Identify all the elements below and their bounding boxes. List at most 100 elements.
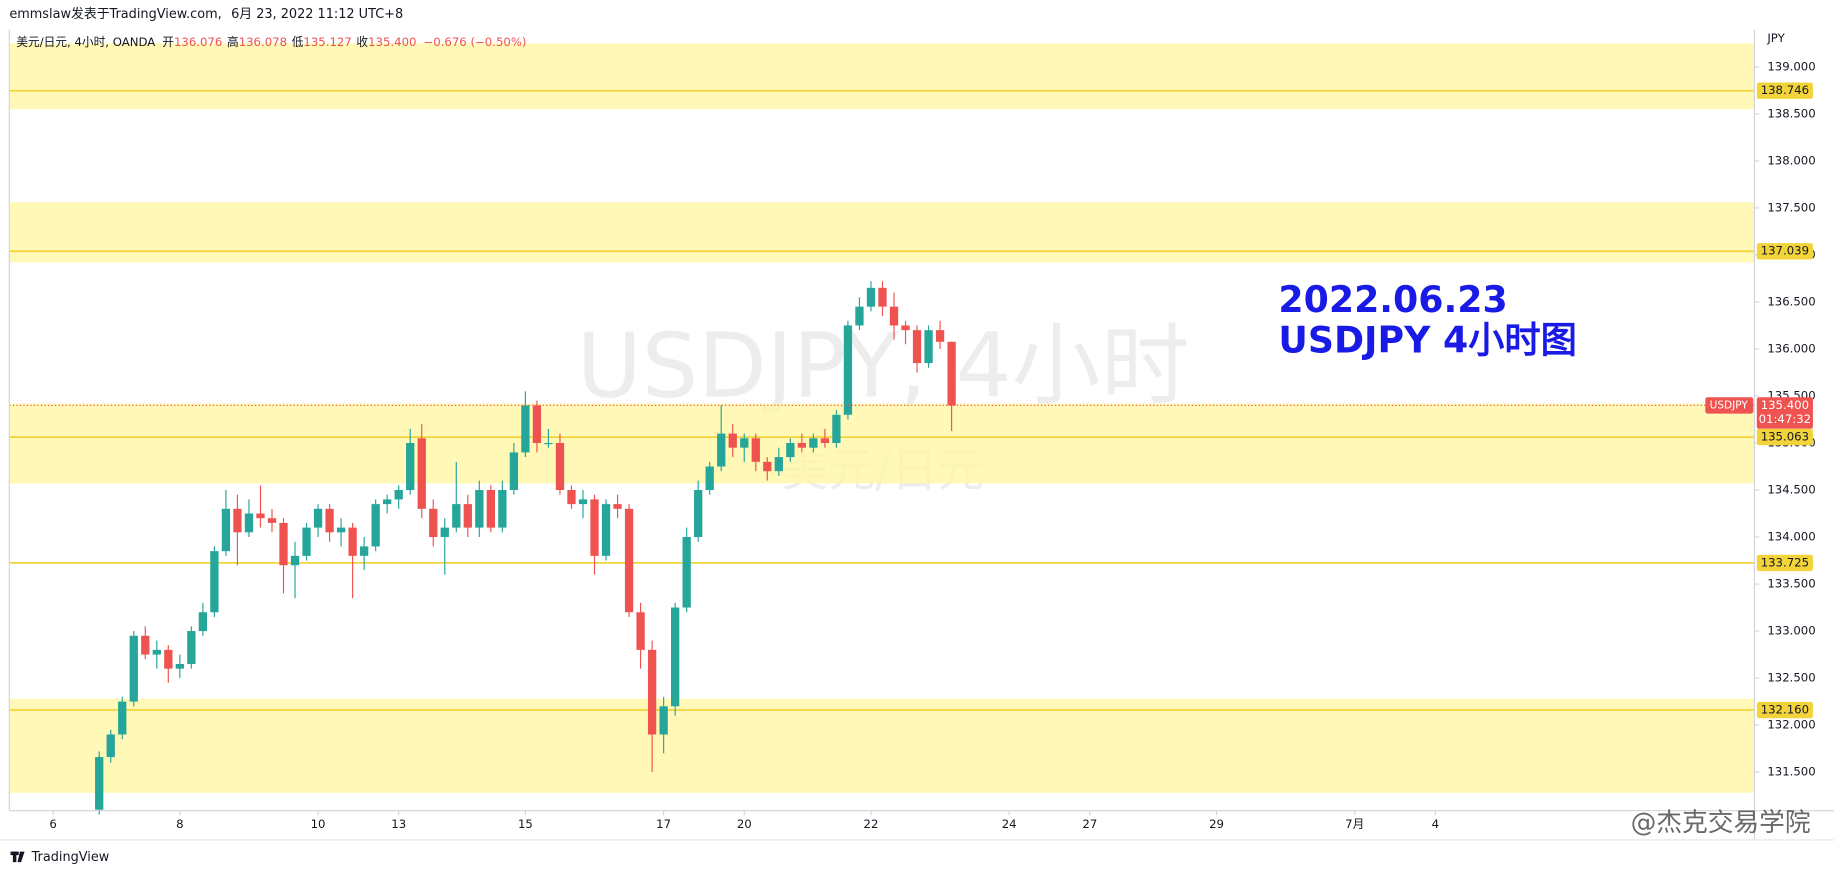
candle-body <box>694 490 703 538</box>
y-tick-label: 136.500 <box>1767 294 1815 308</box>
y-tick-label: 133.000 <box>1767 624 1815 638</box>
zone <box>9 698 1755 793</box>
x-tick-label: 13 <box>391 817 406 831</box>
legend-label: 低 <box>292 35 304 49</box>
level-tag <box>1756 243 1813 260</box>
annotation: 2022.06.23 <box>1278 278 1507 321</box>
candle-body <box>740 438 749 448</box>
level-tag <box>1756 554 1813 572</box>
y-tick-label: 138.000 <box>1767 153 1815 167</box>
x-tick-label: 15 <box>518 817 533 831</box>
watermark: USDJPY, 4小时 <box>577 313 1190 417</box>
candle-body <box>359 546 369 556</box>
candle-body <box>832 414 841 443</box>
y-tick-label: 139.000 <box>1767 59 1815 73</box>
level-tag-text: 135.063 <box>1761 430 1809 444</box>
candle-body <box>336 527 346 533</box>
candle-body <box>164 649 173 669</box>
candle-body <box>521 405 530 453</box>
candle-body <box>843 325 853 415</box>
price-tag-text: 135.400 <box>1761 398 1809 412</box>
x-tick-label: 17 <box>656 817 671 831</box>
legend-value: 135.400 <box>368 35 416 49</box>
y-tick-label: 131.500 <box>1767 765 1815 779</box>
candle-body <box>659 706 668 735</box>
candle-body <box>647 649 657 735</box>
logo <box>17 851 25 863</box>
x-tick-label: 7月 <box>1345 817 1364 831</box>
x-tick-label: 8 <box>176 817 183 831</box>
candle-body <box>302 527 311 556</box>
level-tag-text: 138.746 <box>1761 83 1809 97</box>
x-tick-label: 29 <box>1209 817 1224 831</box>
brand-name: TradingView <box>31 850 110 865</box>
candle-body <box>267 518 277 523</box>
x-tick-label: 22 <box>864 817 879 831</box>
level-tag-text: 133.725 <box>1761 555 1809 569</box>
legend-value: 136.076 <box>174 35 222 49</box>
y-tick-label: 132.500 <box>1767 671 1815 685</box>
y-tick-label: 133.500 <box>1767 577 1815 591</box>
zone <box>9 43 1755 110</box>
candle-body <box>636 612 645 650</box>
candle-body <box>567 490 576 505</box>
candle-body <box>728 433 737 448</box>
legend: 美元/日元, 4小时, OANDA 开136.076 高136.078 低135.12… <box>16 35 526 49</box>
annotation: USDJPY 4小时图 <box>1278 319 1577 362</box>
candle-body <box>947 341 956 406</box>
candle-body <box>613 504 622 509</box>
candle-body <box>210 551 219 613</box>
candle-body <box>106 734 115 758</box>
level-tag <box>1756 701 1813 719</box>
candle-body <box>152 649 161 655</box>
candle-body <box>878 287 887 307</box>
candle-body <box>221 508 231 552</box>
candle-body <box>118 701 127 735</box>
candle-body <box>682 537 691 608</box>
candle-body <box>383 499 392 505</box>
candle-body <box>601 504 611 556</box>
symbol-tag <box>1705 397 1754 414</box>
candle-body <box>290 555 300 566</box>
logo <box>12 851 17 863</box>
candle-body <box>935 330 945 342</box>
timestamp: 6月 23, 2022 11:12 UTC+8 <box>231 7 403 22</box>
candle-body <box>394 490 403 500</box>
y-tick-label: 134.000 <box>1767 530 1815 544</box>
y-tick-label: 132.000 <box>1767 718 1815 732</box>
credit-watermark: @杰克交易学院 <box>1631 808 1811 838</box>
candle-body <box>889 306 899 326</box>
candle-body <box>705 466 714 491</box>
x-tick-label: 4 <box>1432 817 1439 831</box>
candle-body <box>774 457 783 472</box>
candle-body <box>486 490 495 528</box>
candle-body <box>797 442 807 448</box>
y-tick-label: 134.500 <box>1767 483 1815 497</box>
x-tick-label: 6 <box>49 817 56 831</box>
level-tag-text: 132.160 <box>1761 703 1809 717</box>
candle-body <box>463 504 472 528</box>
y-tick-label: 136.000 <box>1767 341 1815 355</box>
candle-body <box>348 527 357 556</box>
legend-value: 135.127 <box>303 35 351 49</box>
candle-body <box>912 330 922 364</box>
y-tick-label: 137.500 <box>1767 200 1815 214</box>
candle-body <box>751 438 760 462</box>
candle-body <box>763 461 772 472</box>
x-tick-label: 27 <box>1082 817 1097 831</box>
legend-label: 开 <box>162 35 174 49</box>
candle-body <box>717 433 726 467</box>
x-tick-label: 24 <box>1002 817 1017 831</box>
candle-body <box>855 306 864 326</box>
candle-body <box>544 442 553 445</box>
y-unit: JPY <box>1766 31 1785 45</box>
symbol-tag-text: USDJPY <box>1710 399 1749 411</box>
candle-body <box>866 287 876 307</box>
candle-body <box>313 508 323 528</box>
candle-body <box>786 442 795 458</box>
legend-change: −0.676 (−0.50%) <box>424 35 527 49</box>
level-tag-text: 137.039 <box>1761 244 1809 258</box>
